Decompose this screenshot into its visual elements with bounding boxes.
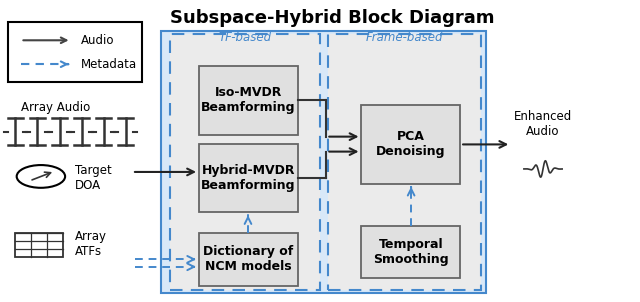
Bar	[161, 31, 486, 293]
Text: Subspace-Hybrid Block Diagram: Subspace-Hybrid Block Diagram	[170, 9, 495, 27]
Bar	[199, 66, 298, 135]
Text: Target
DOA: Target DOA	[75, 164, 111, 192]
Bar	[170, 34, 320, 290]
Text: Array
ATFs: Array ATFs	[75, 230, 107, 258]
Bar	[199, 233, 298, 286]
Text: Enhanced
Audio: Enhanced Audio	[514, 110, 572, 138]
Bar	[15, 233, 63, 257]
Text: Array Audio: Array Audio	[20, 101, 90, 114]
Text: TF-based: TF-based	[218, 31, 271, 44]
Bar	[362, 104, 460, 184]
Text: Metadata: Metadata	[81, 58, 137, 71]
Text: Frame-based: Frame-based	[366, 31, 444, 44]
Text: PCA
Denoising: PCA Denoising	[376, 130, 445, 158]
Bar	[362, 226, 460, 278]
Bar	[8, 22, 141, 82]
Text: Audio: Audio	[81, 34, 115, 47]
Bar	[199, 143, 298, 212]
Text: Iso-MVDR
Beamforming: Iso-MVDR Beamforming	[201, 86, 296, 114]
Text: Temporal
Smoothing: Temporal Smoothing	[373, 238, 449, 266]
Text: Dictionary of
NCM models: Dictionary of NCM models	[203, 246, 293, 274]
Bar	[328, 34, 481, 290]
Text: Hybrid-MVDR
Beamforming: Hybrid-MVDR Beamforming	[201, 164, 296, 192]
